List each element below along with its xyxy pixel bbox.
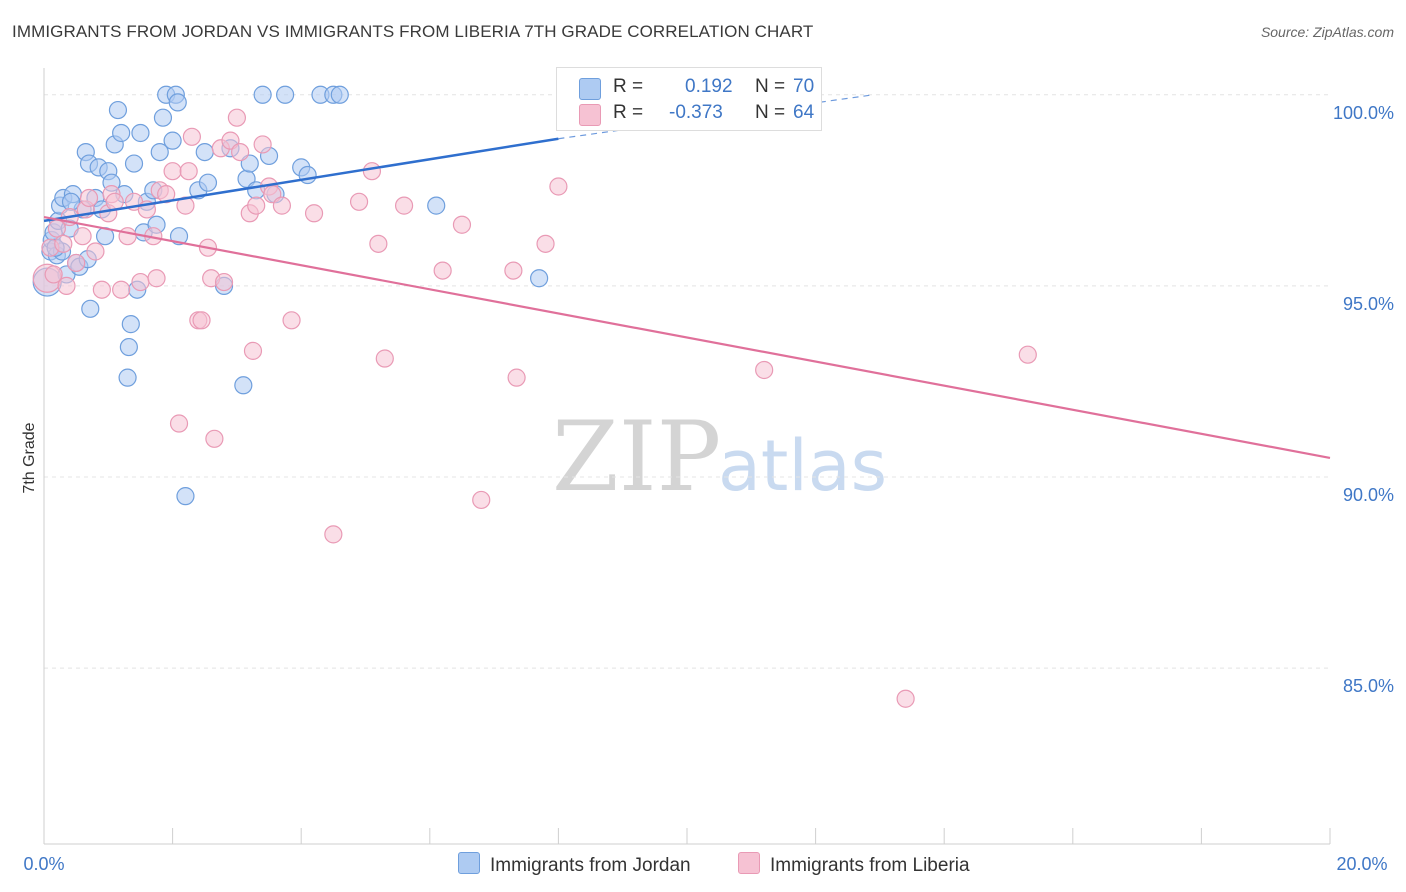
jordan-point — [163, 131, 182, 150]
liberia-point — [118, 227, 137, 246]
liberia-point — [169, 414, 189, 433]
liberia-point — [452, 215, 472, 234]
jordan-r-value: 0.192 — [685, 76, 733, 97]
liberia-point — [214, 272, 234, 292]
bottom-legend-jordan: Immigrants from Jordan — [458, 852, 691, 877]
liberia-point — [192, 311, 211, 330]
jordan-point — [198, 173, 218, 192]
liberia-point — [472, 490, 491, 510]
y-tick-label-100: 100.0% — [1333, 103, 1394, 123]
liberia-point — [394, 196, 414, 215]
liberia-point — [79, 188, 99, 208]
liberia-point — [504, 261, 523, 280]
jordan-point — [119, 337, 138, 357]
x-tick-label-max: 20.0% — [1336, 854, 1387, 874]
jordan-point — [330, 85, 349, 104]
y-tick-labels: 85.0% 90.0% 95.0% 100.0% — [1333, 103, 1394, 696]
liberia-point — [272, 196, 292, 215]
liberia-trendline — [43, 216, 1331, 459]
jordan-point — [195, 142, 214, 162]
liberia-point — [67, 253, 86, 273]
liberia-point — [182, 127, 201, 146]
watermark-zip: ZIP — [552, 401, 721, 513]
liberia-point — [1018, 345, 1037, 364]
jordan-point — [234, 376, 253, 395]
jordan-point — [427, 196, 446, 215]
bottom-liberia-label: Immigrants from Liberia — [770, 855, 970, 876]
jordan-point — [121, 315, 140, 334]
bottom-liberia-swatch — [738, 852, 760, 874]
liberia-point — [375, 349, 394, 368]
bottom-legend-liberia: Immigrants from Liberia — [738, 852, 970, 877]
liberia-point — [369, 234, 388, 253]
jordan-point — [276, 85, 295, 104]
liberia-point — [147, 269, 166, 288]
liberia-point — [549, 177, 568, 196]
source-credit: Source: ZipAtlas.com — [1260, 24, 1394, 40]
jordan-point — [153, 108, 173, 127]
liberia-point — [54, 234, 73, 253]
liberia-point — [324, 525, 343, 544]
liberia-n-value: 64 — [793, 102, 815, 123]
liberia-point — [73, 227, 92, 246]
liberia-point — [243, 341, 263, 360]
jordan-point — [112, 123, 131, 143]
stats-legend: R = 0.192 N = 70 R = -0.373 N = 64 — [556, 67, 822, 131]
liberia-point — [282, 311, 301, 330]
jordan-point — [124, 154, 144, 173]
liberia-point — [179, 162, 198, 181]
liberia-point — [433, 261, 452, 280]
liberia-point — [362, 162, 382, 181]
bottom-jordan-label: Immigrants from Jordan — [490, 855, 691, 876]
liberia-r-value: -0.373 — [669, 102, 723, 123]
y-tick-label-90: 90.0% — [1343, 485, 1394, 505]
liberia-point — [44, 265, 63, 284]
watermark: ZIP atlas — [552, 401, 887, 513]
y-tick-label-95: 95.0% — [1343, 294, 1394, 314]
jordan-point — [253, 85, 272, 104]
liberia-point — [349, 192, 369, 211]
liberia-point — [304, 204, 324, 223]
jordan-n-value: 70 — [793, 76, 815, 97]
jordan-point — [118, 368, 137, 387]
jordan-point — [168, 93, 187, 112]
watermark-atlas: atlas — [718, 425, 887, 507]
jordan-point — [108, 100, 128, 120]
liberia-r-label: R = — [613, 102, 644, 123]
liberia-point — [205, 429, 224, 448]
liberia-point — [247, 196, 266, 215]
jordan-point — [81, 299, 100, 318]
liberia-point — [57, 276, 76, 295]
y-axis-title: 7th Grade — [21, 422, 38, 493]
liberia-point — [92, 280, 111, 299]
liberia-point — [86, 242, 105, 261]
jordan-point — [131, 123, 150, 143]
jordan-r-label: R = — [613, 76, 644, 97]
y-tick-label-85: 85.0% — [1343, 676, 1394, 696]
liberia-point — [896, 689, 915, 708]
chart-title: IMMIGRANTS FROM JORDAN VS IMMIGRANTS FRO… — [12, 22, 814, 41]
liberia-point — [112, 280, 131, 299]
liberia-point — [163, 162, 182, 181]
liberia-swatch — [579, 104, 601, 126]
x-tick-label-min: 0.0% — [23, 854, 64, 874]
jordan-point — [169, 227, 189, 246]
liberia-point — [507, 368, 526, 387]
jordan-point — [150, 142, 169, 162]
jordan-n-label: N = — [755, 76, 786, 97]
liberia-point — [755, 360, 774, 380]
liberia-point — [253, 135, 272, 154]
bottom-jordan-swatch — [458, 852, 480, 874]
liberia-point — [536, 234, 555, 253]
liberia-point — [231, 142, 250, 162]
jordan-swatch — [579, 78, 601, 100]
jordan-point — [530, 269, 549, 288]
liberia-point — [227, 108, 246, 127]
x-ticks — [43, 828, 1331, 844]
liberia-n-label: N = — [755, 102, 786, 123]
liberia-point — [131, 272, 150, 292]
jordan-trendline — [43, 137, 559, 223]
jordan-point — [176, 487, 195, 506]
